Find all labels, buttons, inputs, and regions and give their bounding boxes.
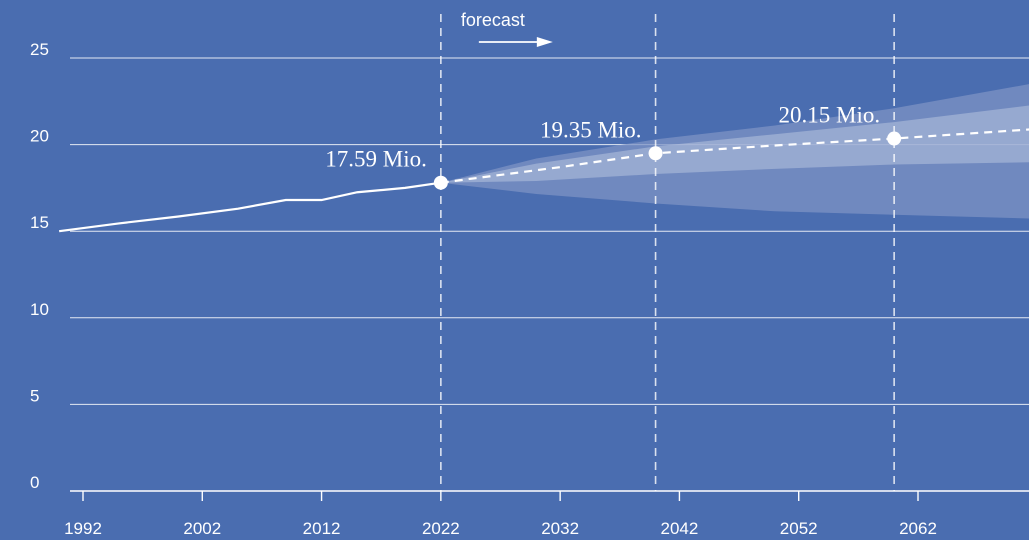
data-point-2060 [887,131,902,146]
y-tick-label-25: 25 [30,40,49,59]
data-point-2040 [648,146,663,161]
x-tick-label-2002: 2002 [183,519,221,538]
x-tick-label-2042: 2042 [661,519,699,538]
y-tick-label-0: 0 [30,473,39,492]
forecast-label: forecast [461,10,525,30]
x-tick-label-2022: 2022 [422,519,460,538]
x-tick-label-2062: 2062 [899,519,937,538]
y-tick-label-20: 20 [30,127,49,146]
callout-label-2060: 20.15 Mio. [779,103,881,128]
y-tick-label-10: 10 [30,300,49,319]
data-point-2022 [433,175,448,190]
x-tick-label-2052: 2052 [780,519,818,538]
x-tick-label-2012: 2012 [303,519,341,538]
forecast-line [440,128,1029,184]
x-tick-label-2032: 2032 [541,519,579,538]
y-tick-label-15: 15 [30,213,49,232]
x-tick-label-1992: 1992 [64,519,102,538]
forecast-band-inner [440,105,1029,183]
historical-line [59,181,442,233]
callout-label-2022: 17.59 Mio. [325,147,427,172]
callout-label-2040: 19.35 Mio. [540,117,642,142]
y-tick-label-5: 5 [30,386,39,405]
forecast-arrow-icon [536,37,553,47]
